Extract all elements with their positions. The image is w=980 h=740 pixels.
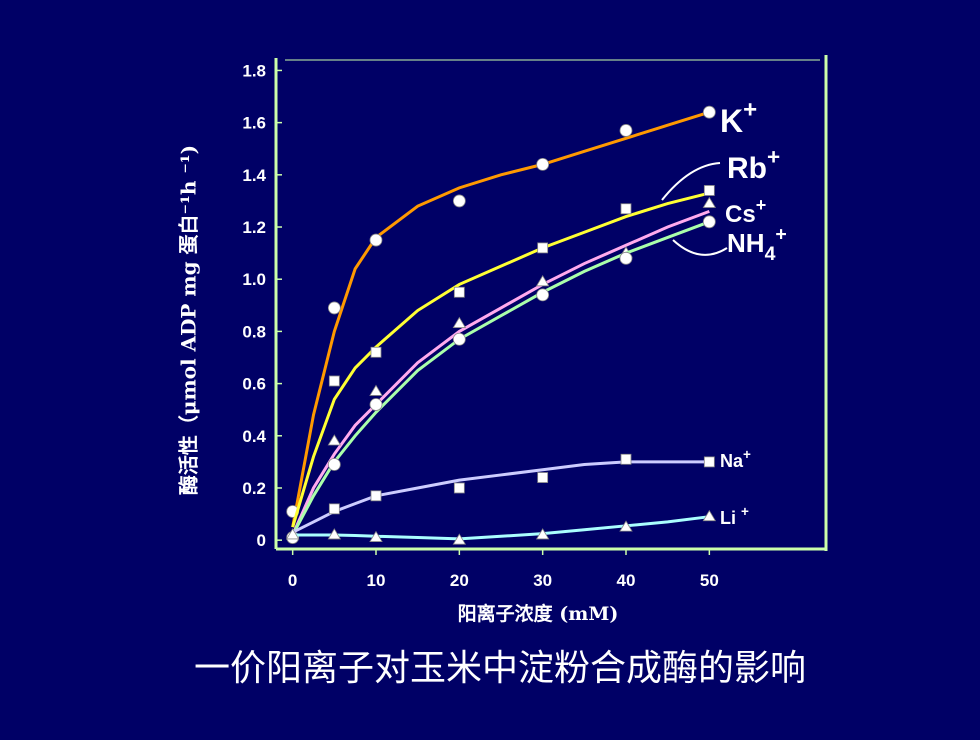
data-point [328, 375, 340, 387]
y-tick-label: 0.4 [242, 427, 266, 446]
x-axis-label: 阳离子浓度 (mM) [458, 602, 619, 625]
legend-label-part: + [743, 97, 757, 124]
legend-label-part: K [720, 103, 743, 139]
legend-label-part: Li [720, 508, 741, 528]
data-point [619, 251, 633, 265]
y-tick-label: 0.2 [242, 479, 266, 498]
data-point [452, 194, 466, 208]
fit-curve [292, 515, 710, 541]
x-tick-label: 50 [700, 571, 719, 590]
data-point [452, 533, 467, 545]
y-tick-label: 0 [257, 531, 266, 550]
y-tick-label: 0.6 [242, 375, 266, 394]
legend-label-part: Na [720, 451, 744, 471]
legend-label-part: NH [727, 228, 765, 258]
fit-curve [291, 191, 710, 528]
legend-label-part: Rb [727, 152, 767, 185]
data-point [536, 288, 550, 302]
data-point [370, 346, 382, 358]
data-point [327, 434, 342, 446]
y-tick-label: 1.8 [242, 61, 266, 80]
legend-label-part: + [775, 223, 786, 245]
data-point [535, 275, 550, 287]
annotation-arrow [672, 239, 728, 256]
caption: 一价阳离子对玉米中淀粉合成酶的影响 [194, 648, 806, 689]
data-point [452, 316, 467, 328]
fit-curve [291, 110, 710, 528]
legend-label: Li + [720, 504, 749, 528]
x-tick-label: 0 [288, 571, 297, 590]
data-point [285, 528, 300, 540]
annotation-arrow [661, 162, 721, 201]
data-point [369, 398, 383, 411]
data-point [619, 520, 633, 532]
data-point [537, 242, 549, 254]
legend-label: Na+ [720, 447, 751, 471]
data-point [369, 384, 383, 396]
data-point [535, 528, 550, 540]
data-point [327, 458, 341, 471]
legend-label: K+ [720, 97, 757, 139]
data-point [327, 301, 341, 315]
legend-label-part: + [756, 195, 767, 215]
data-point [702, 215, 716, 229]
legend-label-part: + [743, 447, 751, 462]
legend-label-part: + [741, 504, 749, 519]
data-point [370, 490, 382, 502]
data-point [453, 482, 465, 494]
x-tick-label: 30 [533, 571, 552, 590]
data-point [328, 503, 340, 515]
data-point [369, 530, 383, 542]
data-point [536, 157, 550, 171]
legend-label-part: + [767, 145, 780, 170]
data-point [702, 196, 717, 208]
y-tick-label: 0.8 [242, 322, 266, 341]
data-point [702, 509, 717, 522]
data-point [703, 456, 715, 468]
legend-label-part: Cs [725, 201, 756, 228]
y-tick-label: 1.6 [242, 114, 266, 133]
x-tick-label: 40 [617, 571, 636, 590]
data-point [369, 233, 383, 247]
legend-label-part: 4 [765, 243, 776, 265]
data-point [620, 203, 632, 215]
fit-curve [291, 460, 710, 534]
y-tick-label: 1.2 [242, 218, 266, 237]
data-point [703, 185, 715, 196]
legend-label: Cs+ [725, 195, 766, 228]
data-point [327, 528, 342, 540]
data-point [702, 105, 716, 119]
data-point [452, 332, 466, 346]
y-tick-label: 1.0 [242, 270, 266, 289]
y-tick-label: 1.4 [242, 166, 266, 185]
legend-label: Rb+ [727, 145, 780, 186]
data-point [620, 453, 632, 465]
fit-curve [291, 209, 710, 536]
x-tick-label: 20 [450, 571, 469, 590]
legend-label: NH4+ [727, 223, 787, 264]
data-point [537, 472, 549, 483]
data-point [453, 286, 465, 298]
x-tick-label: 10 [367, 571, 386, 590]
y-axis-label: 酶活性（μmol ADP mg 蛋白⁻¹h ⁻¹) [177, 145, 201, 495]
data-point [619, 124, 633, 137]
